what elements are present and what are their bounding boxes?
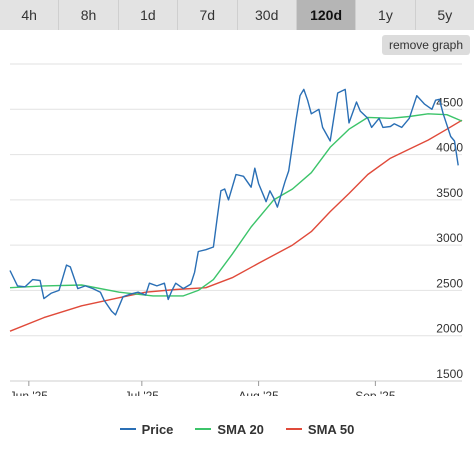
series-lines bbox=[9, 88, 463, 332]
y-tick-label: 2000 bbox=[436, 322, 463, 336]
y-axis: 1500 2000 2500 3000 3500 4000 4500 bbox=[436, 95, 463, 381]
gridlines bbox=[10, 63, 462, 382]
legend-swatch-sma20 bbox=[195, 428, 212, 430]
tab-1d[interactable]: 1d bbox=[118, 0, 179, 30]
legend-swatch-sma50 bbox=[285, 428, 302, 430]
tab-1y[interactable]: 1y bbox=[356, 0, 416, 30]
legend-swatch-price bbox=[119, 428, 136, 430]
x-axis: Jun '25 Jul '25 Aug '25 Sep '25 bbox=[10, 380, 462, 396]
price-line bbox=[9, 88, 459, 316]
tab-8h[interactable]: 8h bbox=[59, 0, 119, 30]
x-tick-label: Jun '25 bbox=[10, 389, 49, 396]
legend-item-sma20[interactable]: SMA 20 bbox=[195, 421, 264, 437]
timeframe-tabs: 4h 8h 1d 7d 30d 120d 1y 5y bbox=[0, 0, 474, 30]
y-tick-label: 2500 bbox=[436, 276, 463, 290]
legend-label-sma20: SMA 20 bbox=[217, 421, 264, 437]
y-tick-label: 4500 bbox=[436, 95, 463, 109]
price-chart: 1500 2000 2500 3000 3500 4000 4500 Jun '25 Jul … bbox=[9, 63, 463, 396]
remove-graph-button[interactable]: remove graph bbox=[381, 35, 470, 55]
y-tick-label: 3000 bbox=[436, 231, 463, 245]
y-tick-label: 4000 bbox=[436, 141, 463, 155]
tab-120d[interactable]: 120d bbox=[296, 0, 357, 30]
chart-legend: Price SMA 20 SMA 50 bbox=[0, 420, 474, 438]
sma50-line bbox=[9, 119, 463, 332]
x-tick-label: Sep '25 bbox=[355, 389, 396, 396]
sma20-line bbox=[9, 113, 463, 297]
tab-30d[interactable]: 30d bbox=[237, 0, 297, 30]
legend-item-price[interactable]: Price bbox=[119, 421, 174, 437]
legend-label-sma50: SMA 50 bbox=[307, 421, 355, 437]
y-tick-label: 3500 bbox=[436, 186, 463, 200]
x-tick-label: Aug '25 bbox=[238, 389, 279, 396]
tab-5y[interactable]: 5y bbox=[415, 0, 474, 30]
legend-item-sma50[interactable]: SMA 50 bbox=[285, 421, 355, 437]
tab-7d[interactable]: 7d bbox=[178, 0, 238, 30]
y-tick-label: 1500 bbox=[436, 367, 463, 381]
legend-label-price: Price bbox=[141, 421, 174, 437]
x-tick-label: Jul '25 bbox=[125, 389, 160, 396]
tab-4h[interactable]: 4h bbox=[0, 0, 60, 30]
